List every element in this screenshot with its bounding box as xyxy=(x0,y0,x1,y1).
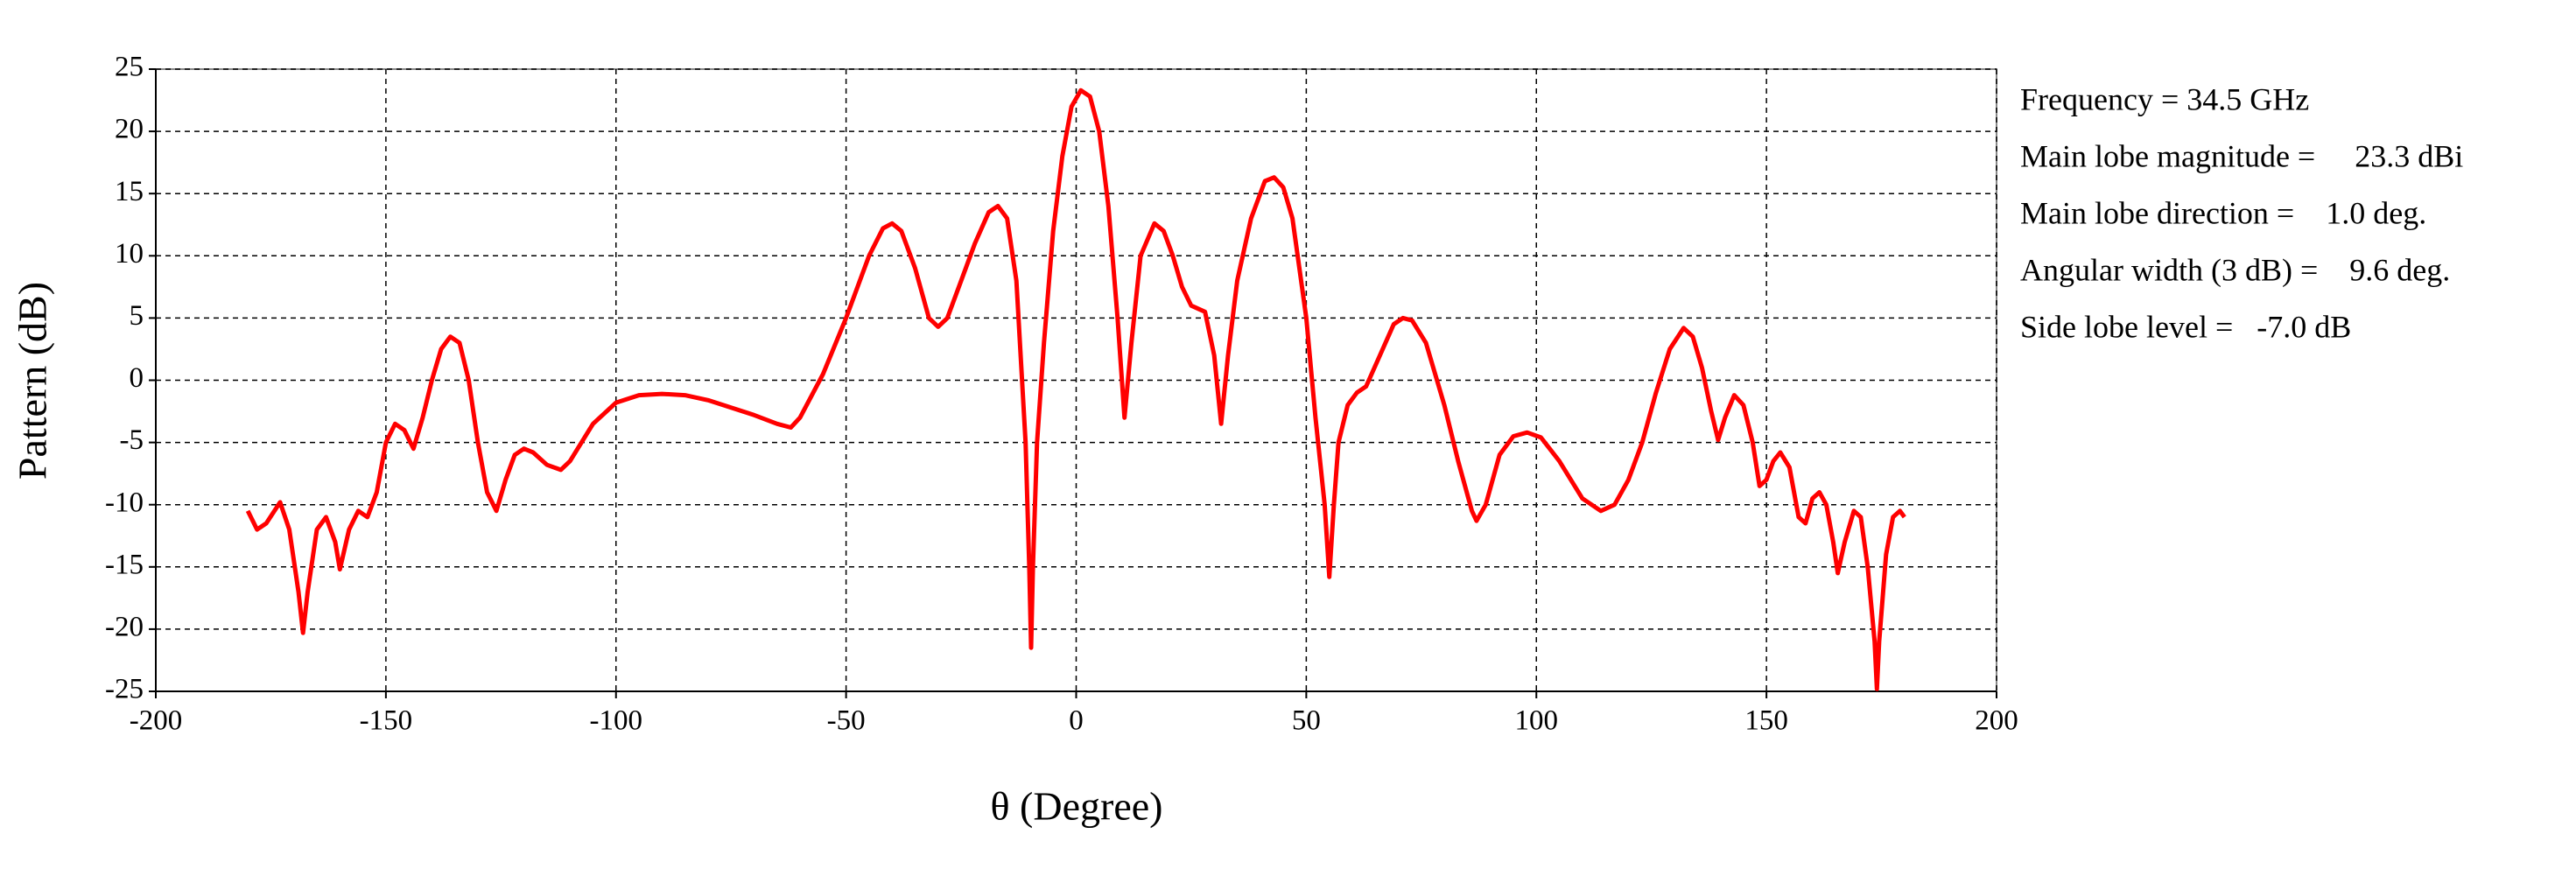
x-tick-label: 50 xyxy=(1292,705,1321,737)
annotation: Side lobe level = -7.0 dB xyxy=(2020,309,2351,344)
x-tick-label: 100 xyxy=(1515,705,1559,737)
x-tick-label: -100 xyxy=(590,705,643,737)
x-tick-label: 200 xyxy=(1975,705,2018,737)
x-tick-label: 150 xyxy=(1744,705,1788,737)
annotation: Main lobe magnitude = 23.3 dBi xyxy=(2020,138,2463,173)
x-tick-label: -50 xyxy=(827,705,866,737)
y-tick-label: -20 xyxy=(105,611,144,642)
x-tick-label: -150 xyxy=(360,705,413,737)
annotation: Angular width (3 dB) = 9.6 deg. xyxy=(2020,252,2450,287)
data-line xyxy=(245,88,1906,691)
x-tick-label: 0 xyxy=(1069,705,1084,737)
y-tick-label: -25 xyxy=(105,674,144,705)
y-tick-label: 0 xyxy=(130,362,144,394)
y-axis-label: Pattern (dB) xyxy=(11,282,55,480)
y-tick-label: 25 xyxy=(115,52,144,83)
y-tick-label: -10 xyxy=(105,487,144,518)
y-tick-label: -15 xyxy=(105,549,144,580)
annotation: Frequency = 34.5 GHz xyxy=(2020,81,2309,116)
y-tick-label: 5 xyxy=(130,300,144,332)
x-tick-label: -200 xyxy=(130,705,183,737)
annotation: Main lobe direction = 1.0 deg. xyxy=(2020,195,2426,230)
y-tick-label: 10 xyxy=(115,238,144,270)
y-tick-label: 20 xyxy=(115,114,144,145)
y-tick-label: 15 xyxy=(115,176,144,207)
y-tick-label: -5 xyxy=(120,424,144,456)
x-axis-label: θ (Degree) xyxy=(991,784,1163,829)
